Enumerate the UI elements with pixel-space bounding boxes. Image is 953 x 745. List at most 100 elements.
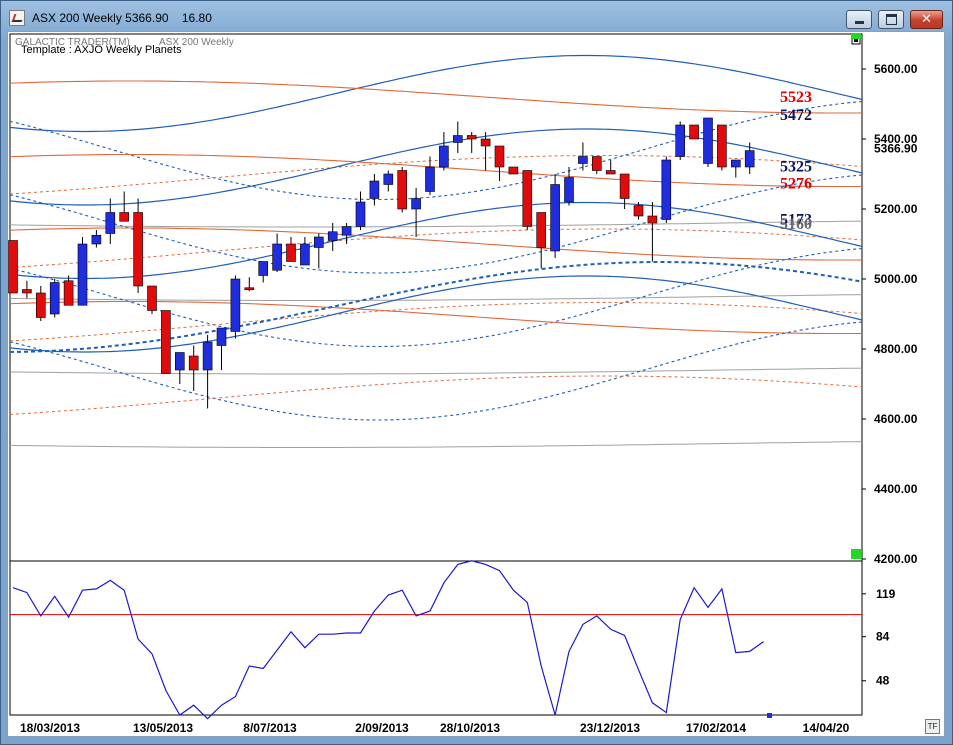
level-label: 5472	[780, 107, 812, 124]
date-tick-label: 13/05/2013	[133, 721, 193, 735]
candle-body	[244, 287, 255, 291]
candle-body	[133, 212, 143, 287]
candle-body	[689, 124, 699, 140]
app-chart-icon[interactable]	[9, 10, 25, 26]
last-price-label: 5366.90	[874, 142, 918, 156]
candle-body	[633, 205, 644, 217]
candle-body	[105, 212, 116, 234]
candle-body	[425, 166, 435, 192]
candle-body	[730, 159, 741, 168]
candle-body	[8, 240, 18, 294]
top-handle-icon[interactable]	[851, 33, 861, 39]
price-tick-label: 5600.00	[874, 62, 918, 76]
date-tick-label: 23/12/2013	[580, 721, 640, 735]
blue-dashed-planet-line	[10, 247, 862, 348]
orange-planet-line	[10, 80, 862, 114]
candle-body	[355, 201, 366, 227]
blue-planet-line	[10, 54, 862, 133]
candle-body	[397, 170, 408, 210]
candle-body	[661, 159, 672, 220]
price-tick-label: 5400.00	[874, 132, 918, 146]
orange-dashed-planet-line	[10, 375, 862, 415]
candle-body	[77, 243, 88, 306]
price-grid	[9, 33, 863, 716]
candle-body	[216, 327, 227, 346]
candle-body	[466, 135, 477, 140]
blue-bold-dashed-planet-line	[10, 261, 862, 353]
candle-body	[286, 243, 296, 262]
candle-body	[536, 212, 547, 248]
oscillator-tick-label: 48	[876, 674, 890, 688]
date-cursor-marker[interactable]	[767, 713, 772, 718]
level-label: 5173	[780, 211, 812, 228]
price-tick-label: 4800.00	[874, 342, 918, 356]
candle-body	[508, 166, 519, 175]
blue-planet-line	[10, 275, 862, 353]
oscillator-line	[12, 560, 764, 720]
candle-body	[550, 184, 560, 252]
date-tick-label: 2/09/2013	[355, 721, 409, 735]
candle-body	[591, 156, 602, 171]
level-label: 5523	[780, 89, 812, 106]
candle-body	[619, 173, 630, 199]
restore-icon	[879, 11, 903, 28]
price-tick-label: 5200.00	[874, 202, 918, 216]
candle-body	[578, 156, 588, 164]
candle-body	[744, 150, 755, 168]
maximize-button[interactable]	[878, 10, 904, 29]
date-tick-label: 8/07/2013	[243, 721, 297, 735]
candle-body	[717, 124, 727, 168]
gray-planet-line	[10, 294, 862, 301]
candle-body	[202, 341, 213, 371]
template-label: Template : AXJO Weekly Planets	[21, 44, 182, 56]
title-bar[interactable]: ASX 200 Weekly 5366.90 16.80 ✕	[1, 1, 952, 33]
window-title: ASX 200 Weekly 5366.90 16.80	[32, 11, 212, 25]
date-tick-label: 14/04/20	[803, 721, 850, 735]
level-label: 5276	[780, 175, 812, 192]
minimize-button[interactable]	[846, 10, 872, 29]
price-tick-label: 4400.00	[874, 482, 918, 496]
candle-body	[258, 261, 269, 276]
blue-dashed-planet-line	[10, 321, 862, 421]
orange-dashed-planet-line	[10, 302, 862, 342]
orange-planet-line	[10, 227, 862, 261]
candle-body	[313, 236, 324, 248]
minimize-icon	[847, 11, 871, 28]
candle-body	[91, 234, 102, 245]
date-tick-label: 18/03/2013	[20, 721, 80, 735]
gray-planet-line	[10, 220, 862, 228]
candle-body	[119, 212, 129, 222]
price-tick-label: 4600.00	[874, 412, 918, 426]
oscillator-panel: 119 84 48	[10, 560, 896, 720]
gray-planet-line	[10, 367, 862, 375]
candle-body	[161, 310, 171, 374]
candle-body	[327, 231, 338, 241]
price-axis: 5600.00 5400.00 5200.00 5000.00 4800.00 4600.…	[862, 62, 918, 566]
date-tick-label: 17/02/2014	[686, 721, 746, 735]
close-button[interactable]: ✕	[910, 10, 943, 29]
oscillator-tick-label: 119	[876, 587, 896, 601]
gray-planet-line	[10, 441, 862, 448]
date-tick-label: 28/10/2013	[440, 721, 500, 735]
candle-body	[188, 355, 199, 371]
app-label: GALACTIC TRADER(TM)	[15, 37, 130, 48]
blue-dashed-planet-line	[10, 174, 862, 274]
candle-body	[272, 243, 282, 271]
resize-handle-icon[interactable]	[851, 549, 861, 559]
close-icon: ✕	[921, 12, 932, 27]
orange-dashed-planet-line	[10, 155, 862, 195]
candlestick-series	[8, 117, 755, 409]
candle-body	[494, 145, 505, 168]
date-axis: 18/03/2013 13/05/2013 8/07/2013 2/09/2013 28…	[20, 721, 850, 735]
panel-toggle-dot	[854, 39, 858, 42]
candle-body	[452, 135, 463, 143]
tf-badge[interactable]: TF	[925, 719, 940, 734]
candle-body	[522, 170, 533, 227]
candle-body	[35, 292, 46, 318]
candle-body	[22, 289, 32, 294]
plot-border	[9, 33, 863, 716]
candle-body	[369, 180, 380, 199]
candle-body	[439, 145, 449, 168]
